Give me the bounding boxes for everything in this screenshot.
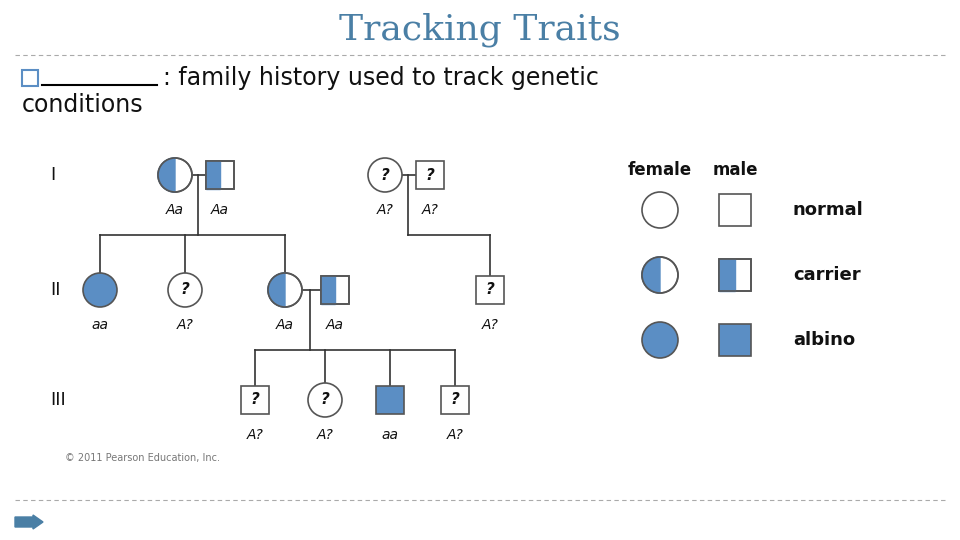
Wedge shape bbox=[642, 257, 660, 293]
Text: A?: A? bbox=[446, 428, 464, 442]
FancyArrow shape bbox=[15, 515, 43, 529]
Bar bbox=[476, 276, 504, 304]
Text: A?: A? bbox=[421, 203, 439, 217]
Bar bbox=[321, 276, 335, 304]
Circle shape bbox=[308, 383, 342, 417]
Bar bbox=[376, 386, 404, 414]
Text: ?: ? bbox=[425, 167, 435, 183]
Bar bbox=[719, 259, 735, 291]
Circle shape bbox=[168, 273, 202, 307]
Bar bbox=[321, 276, 349, 304]
Text: A?: A? bbox=[482, 318, 498, 332]
Text: I: I bbox=[50, 166, 56, 184]
Text: Aa: Aa bbox=[211, 203, 229, 217]
Circle shape bbox=[268, 273, 302, 307]
Circle shape bbox=[83, 273, 117, 307]
Wedge shape bbox=[158, 158, 175, 192]
Text: Aa: Aa bbox=[166, 203, 184, 217]
Circle shape bbox=[642, 192, 678, 228]
Bar bbox=[241, 386, 269, 414]
Text: female: female bbox=[628, 161, 692, 179]
Text: III: III bbox=[50, 391, 65, 409]
Text: ?: ? bbox=[321, 393, 329, 408]
Text: male: male bbox=[712, 161, 757, 179]
Circle shape bbox=[368, 158, 402, 192]
Text: Tracking Traits: Tracking Traits bbox=[339, 13, 621, 47]
Text: II: II bbox=[50, 281, 60, 299]
Text: carrier: carrier bbox=[793, 266, 860, 284]
Text: ?: ? bbox=[180, 282, 189, 298]
Bar bbox=[719, 324, 751, 356]
Text: © 2011 Pearson Education, Inc.: © 2011 Pearson Education, Inc. bbox=[65, 453, 220, 463]
Text: A?: A? bbox=[177, 318, 193, 332]
Bar bbox=[416, 161, 444, 189]
Text: ?: ? bbox=[486, 282, 494, 298]
Text: A?: A? bbox=[247, 428, 263, 442]
Text: aa: aa bbox=[91, 318, 108, 332]
Text: ?: ? bbox=[380, 167, 390, 183]
Bar bbox=[719, 259, 751, 291]
Text: Aa: Aa bbox=[276, 318, 294, 332]
Bar bbox=[441, 386, 469, 414]
Bar bbox=[719, 259, 751, 291]
Bar bbox=[206, 161, 220, 189]
Bar bbox=[719, 194, 751, 226]
Bar bbox=[206, 161, 234, 189]
Wedge shape bbox=[268, 273, 285, 307]
Text: Aa: Aa bbox=[326, 318, 344, 332]
Text: ?: ? bbox=[251, 393, 259, 408]
Text: aa: aa bbox=[381, 428, 398, 442]
Text: A?: A? bbox=[317, 428, 333, 442]
Bar bbox=[206, 161, 234, 189]
Text: A?: A? bbox=[376, 203, 394, 217]
Text: : family history used to track genetic: : family history used to track genetic bbox=[163, 66, 599, 90]
Text: normal: normal bbox=[793, 201, 864, 219]
Circle shape bbox=[642, 322, 678, 358]
Circle shape bbox=[642, 257, 678, 293]
Bar bbox=[22, 70, 38, 86]
Text: conditions: conditions bbox=[22, 93, 144, 117]
Bar bbox=[321, 276, 349, 304]
Circle shape bbox=[158, 158, 192, 192]
Text: albino: albino bbox=[793, 331, 855, 349]
Text: ?: ? bbox=[450, 393, 460, 408]
